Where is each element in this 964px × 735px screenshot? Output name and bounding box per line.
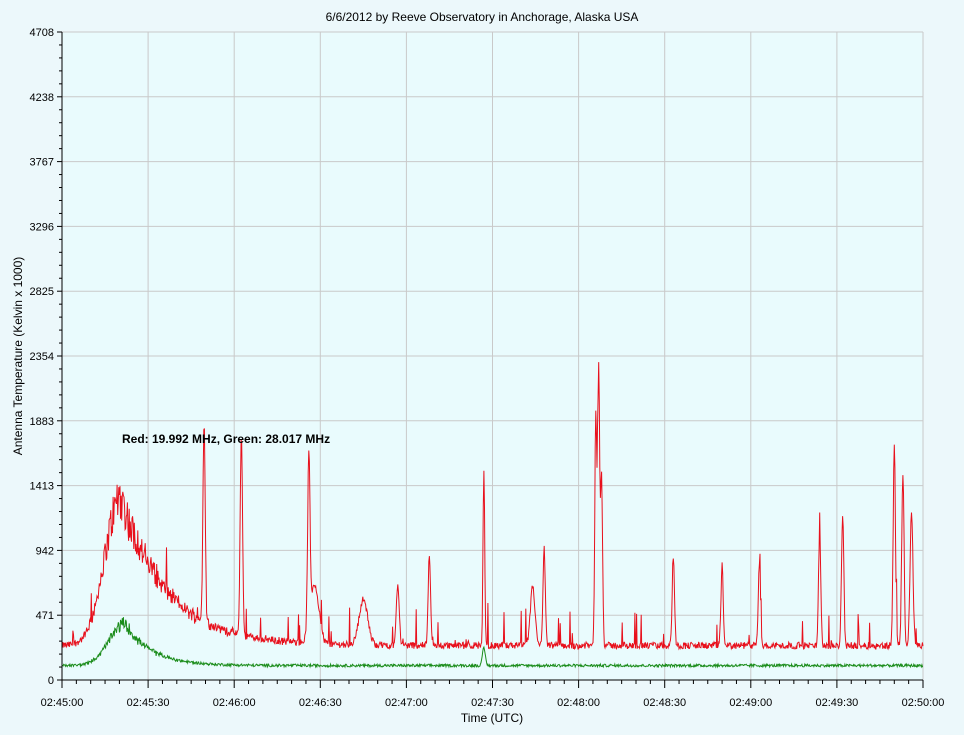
x-tick-label: 02:48:30 — [643, 697, 686, 709]
series-group — [61, 362, 924, 669]
x-tick-label: 02:45:00 — [41, 697, 84, 709]
y-tick-label: 2825 — [30, 286, 54, 298]
x-tick-label: 02:45:30 — [127, 697, 170, 709]
legend-annotation: Red: 19.992 MHz, Green: 28.017 MHz — [122, 432, 330, 446]
x-tick-label: 02:49:30 — [815, 697, 858, 709]
y-axis-label: Antenna Temperature (Kelvin x 1000) — [11, 257, 25, 456]
series-line-green — [61, 617, 923, 669]
y-tick-label: 942 — [36, 545, 54, 557]
x-tick-label: 02:49:00 — [729, 697, 772, 709]
y-tick-label: 1883 — [30, 416, 54, 428]
y-tick-label: 0 — [48, 675, 54, 687]
x-tick-label: 02:46:30 — [299, 697, 342, 709]
x-tick-label: 02:46:00 — [213, 697, 256, 709]
x-tick-label: 02:50:00 — [902, 697, 945, 709]
x-tick-label: 02:48:00 — [557, 697, 600, 709]
y-tick-label: 4238 — [30, 92, 54, 104]
y-tick-label: 3296 — [30, 221, 54, 233]
x-tick-label: 02:47:00 — [385, 697, 428, 709]
x-tick-label: 02:47:30 — [471, 697, 514, 709]
y-tick-label: 3767 — [30, 157, 54, 169]
y-ticks: 0 471 942 1413 1883 2354 2825 3296 3767 4238 4708 — [30, 27, 62, 687]
y-tick-label: 4708 — [30, 27, 54, 39]
chart-title: 6/6/2012 by Reeve Observatory in Anchora… — [326, 10, 639, 24]
y-tick-label: 471 — [36, 610, 54, 622]
y-tick-label: 2354 — [30, 351, 54, 363]
series-line-red — [61, 362, 924, 651]
x-axis-label: Time (UTC) — [461, 711, 523, 725]
x-ticks: 02:45:00 02:45:30 02:46:00 02:46:30 02:47:00… — [41, 680, 945, 709]
y-tick-label: 1413 — [30, 481, 54, 493]
